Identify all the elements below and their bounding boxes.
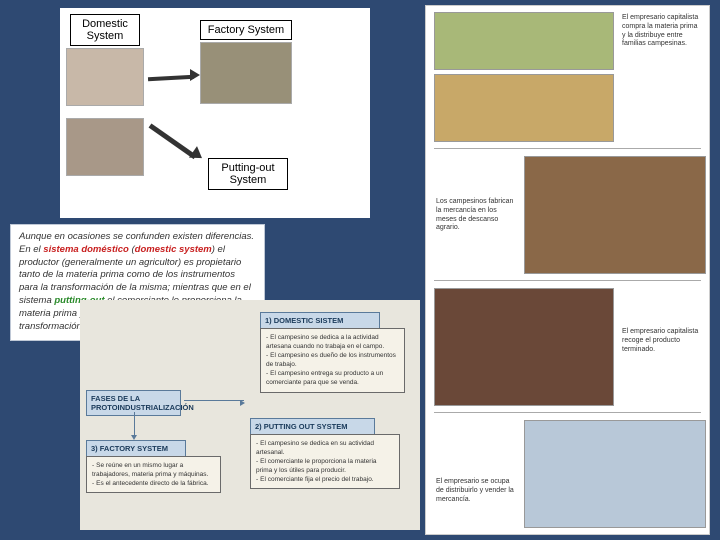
separator-3 [434,412,701,413]
factory-phase-title-text: 3) FACTORY SYSTEM [91,444,168,453]
factory-image [200,42,292,104]
factory-phase-title: 3) FACTORY SYSTEM [86,440,186,457]
arrow-2-head [189,146,206,164]
cart-image [434,74,614,142]
town-image [434,12,614,70]
factory-phase-box: Se reúne en un mismo lugar a trabajadore… [86,456,221,493]
caption-2: Los campesinos fabrican la mercancía en … [434,196,518,235]
domestic-phase-title-text: 1) DOMESTIC SISTEM [265,316,343,325]
phases-diagram: FASES DE LA PROTOINDUSTRIALIZACIÓN 1) DO… [80,300,420,530]
systems-diagram: Domestic System Factory System Putting-o… [60,8,370,218]
ships-image [524,420,706,528]
putting-phase-box: El campesino se dedica en su actividad a… [250,434,400,489]
domestic-item-0: El campesino se dedica a la actividad ar… [266,333,399,351]
putting-out-text: Putting-out System [221,162,274,186]
phase-arrow-1 [184,400,244,401]
caption-3: El empresario capitalista recoge el prod… [620,326,704,356]
domestic-item-1: El campesino es dueño de los instrumento… [266,351,399,369]
arrow-2 [149,123,197,159]
arrow-1-head [190,69,200,81]
putting-phase-title-text: 2) PUTTING OUT SYSTEM [255,422,348,431]
workers-image [66,118,144,176]
separator-1 [434,148,701,149]
phases-header-text: FASES DE LA PROTOINDUSTRIALIZACIÓN [91,394,194,412]
factory-item-0: Se reúne en un mismo lugar a trabajadore… [92,461,215,479]
caption-1: El empresario capitalista compra la mate… [620,12,704,51]
arrow-1 [148,75,194,81]
domestic-label: Domestic System [70,14,140,46]
right-panel: El empresario capitalista compra la mate… [425,5,710,535]
putting-item-0: El campesino se dedica en su actividad a… [256,439,394,457]
caption-4: El empresario se ocupa de distribuirlo y… [434,476,518,506]
factory-label: Factory System [200,20,292,40]
text-domestic-es: sistema doméstico [43,244,129,255]
putting-out-label: Putting-out System [208,158,288,190]
cloth-image [434,288,614,406]
text-domestic-en: domestic system [135,244,212,255]
putting-item-1: El comerciante le proporciona la materia… [256,457,394,475]
domestic-text: Domestic System [82,18,128,42]
phase-arrow-1-head [240,400,245,406]
domestic-phase-box: El campesino se dedica a la actividad ar… [260,328,405,393]
factory-item-1: Es el antecedente directo de la fábrica. [92,479,215,488]
domestic-phase-title: 1) DOMESTIC SISTEM [260,312,380,329]
separator-2 [434,280,701,281]
domestic-item-2: El campesino entrega su producto a un co… [266,369,399,387]
domestic-image [66,48,144,106]
factory-text: Factory System [208,24,284,36]
putting-item-2: El comerciante fija el precio del trabaj… [256,475,394,484]
phase-arrow-2-head [131,435,137,440]
putting-phase-title: 2) PUTTING OUT SYSTEM [250,418,375,435]
weaver-image [524,156,706,274]
